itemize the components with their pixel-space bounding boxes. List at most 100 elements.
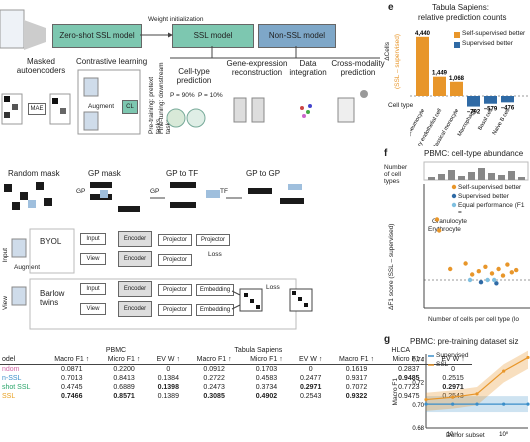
table-column-header: odel Macro F1 ↑ Micro F1 ↑ EV W ↑ Macro …: [0, 355, 472, 365]
table-cell: 0.2971: [442, 384, 464, 391]
scatter-point: [463, 261, 468, 266]
table-cell: 0.1389: [157, 393, 179, 400]
contrastive-graphics: [11, 228, 313, 330]
panel-e-ylabel-top: ΔCells: [384, 42, 391, 61]
table-cell: 0.3085: [203, 393, 225, 400]
bar-data-label: –792: [467, 110, 481, 116]
scatter-point: [476, 269, 481, 274]
table-cell: 0.1619: [345, 366, 368, 373]
legend-marker: [451, 184, 457, 190]
histogram-bar: [488, 173, 495, 180]
series-point: [424, 402, 428, 406]
scatter-point: [467, 277, 473, 283]
col-header: Micro F1 ↑: [107, 356, 141, 363]
table-cell: 0.2473: [203, 384, 225, 391]
zero-shot-ssl-model-box: Zero-shot SSL model: [52, 24, 142, 48]
scatter-point: [492, 277, 497, 283]
panel-g-ylabel: Macro F1: [392, 378, 399, 406]
mask-tf-side: TF: [220, 188, 228, 195]
panel-e-title: Tabula Sapiens:: [432, 3, 489, 12]
table-cell: 0.7466: [61, 393, 83, 400]
legend-g-0: Supervised: [436, 352, 469, 359]
barlow-view-box: View: [80, 303, 106, 315]
panel-f-title: PBMC: cell-type abundance: [424, 149, 524, 158]
table-row: ndom 0.0871 0.2200 0 0.0912 0.1703 0 0.1619 0.28…: [0, 365, 472, 375]
mask-gp-side-b: GP: [150, 188, 160, 195]
bar: [416, 36, 429, 96]
panel-e-ylabel-bottom: (SSL – supervised): [394, 34, 401, 90]
table-cell: 0.9317: [345, 375, 368, 382]
barlow-input-box: Input: [80, 283, 106, 295]
scatter-point: [434, 217, 440, 222]
bar: [484, 96, 497, 104]
table-cell: 0.4902: [255, 393, 278, 400]
mask-gp: GP mask: [88, 169, 121, 178]
weight-init-label: Weight initialization: [148, 16, 204, 23]
byol-loss-label: Loss: [208, 251, 222, 258]
panel-g-xlabel: Donor subset: [446, 432, 485, 439]
table-cell: 0.7072: [345, 384, 368, 391]
byol-view-box: View: [80, 253, 106, 265]
panel-f-xlabel: Number of cells per cell type (lo: [428, 316, 520, 323]
row-model-name: n-SSL: [2, 375, 22, 382]
task-cell-type: Cell-type prediction: [176, 67, 212, 85]
barlow-encoder-b: Encoder: [118, 301, 152, 317]
barlow-label: Barlow twins: [40, 289, 65, 307]
col-header: EV W ↑: [441, 356, 465, 363]
y-tick-label: 0.74: [412, 358, 424, 364]
byol-encoder-b: Encoder: [118, 251, 152, 267]
series-point: [451, 402, 455, 406]
table-row: shot SSL 0.4745 0.6889 0.1398 0.2473 0.3734 0.…: [0, 383, 472, 392]
barlow-embedding-b: Embedding: [196, 304, 234, 316]
panel-g-title: PBMC: pre-training dataset siz: [410, 337, 519, 346]
legend-ssl-better-e: Self-supervised better: [462, 30, 526, 37]
col-header: Macro F1 ↑: [339, 356, 375, 363]
histogram-frame: [423, 161, 529, 181]
table-cell: 0.8571: [113, 393, 135, 400]
legend-marker: [451, 193, 457, 199]
augment-label: Augment: [88, 103, 115, 110]
scatter-point: [509, 270, 514, 275]
legend-f-0: Self-supervised better: [458, 184, 522, 191]
histogram-bar: [468, 172, 475, 180]
panel-g-chart: 0.74 0.72 0.70 0.68 10⁻¹ 10⁰: [412, 350, 530, 438]
panel-e-subtitle: relative prediction counts: [418, 13, 507, 22]
histogram-bar: [518, 177, 525, 180]
table-cell: 0.0871: [61, 366, 83, 373]
scatter-point: [494, 281, 499, 286]
table-cell: 0: [308, 366, 313, 373]
byol-label: BYOL: [40, 237, 62, 246]
table-cell: 0.2515: [442, 375, 464, 382]
panel-e-xlabel: Cell type: [388, 102, 414, 109]
scatter-point: [437, 228, 442, 233]
scatter-point: [478, 280, 484, 285]
panel-e-letter: e: [388, 2, 394, 13]
mask-graphics: [4, 182, 304, 212]
cl-box: CL: [122, 100, 138, 114]
annotation-granulocyte: Granulocyte: [432, 218, 468, 225]
bar-data-label: –579: [484, 107, 498, 113]
table-cell: 0.9485: [398, 375, 420, 382]
table-cell: 0.1384: [157, 375, 179, 382]
bar: [433, 76, 446, 96]
table-cell: 0.4583: [255, 375, 278, 382]
series-point: [475, 392, 479, 396]
y-tick-label: 0.68: [412, 426, 424, 432]
series-point: [424, 397, 428, 402]
ssl-band: [426, 350, 528, 411]
legend-swatch: [454, 42, 460, 48]
task-data-integration: Data integration: [289, 59, 327, 77]
augment-side-label: Augment: [14, 264, 41, 271]
results-table: PBMC Tabula Sapiens HLCA odel Macro F1 ↑…: [0, 346, 472, 401]
col-header: Micro F1 ↑: [392, 356, 426, 363]
barlow-encoder-a: Encoder: [118, 281, 152, 297]
series-point: [475, 402, 479, 406]
byol-projector-c: Projector: [158, 254, 192, 266]
table-cell: 0.3734: [255, 384, 278, 391]
bar: [501, 96, 514, 103]
barlow-loss-label: Loss: [266, 284, 280, 291]
x-tick-label: 10⁻¹: [447, 432, 459, 438]
col-header: EV W ↑: [156, 356, 180, 363]
legend-marker: [451, 202, 457, 208]
scatter-point: [448, 266, 453, 272]
